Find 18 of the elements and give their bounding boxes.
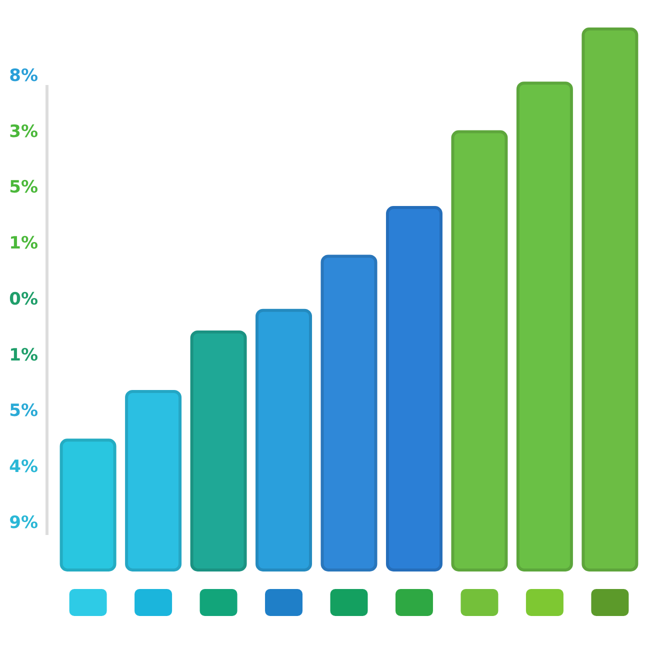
bar (190, 330, 247, 572)
text: 1% (9, 234, 38, 254)
text: 1% (9, 345, 38, 366)
text: 4% (9, 457, 38, 478)
text: 5% (9, 178, 38, 198)
bar (320, 254, 378, 572)
text: 5% (9, 401, 38, 422)
bar (516, 82, 573, 572)
bar (451, 130, 508, 572)
bar (60, 438, 116, 572)
text: 9% (9, 512, 38, 533)
bar (582, 28, 638, 572)
bar (125, 390, 182, 572)
bar (256, 308, 312, 572)
text: 8% (9, 66, 38, 86)
bar (386, 206, 442, 572)
text: 3% (9, 122, 38, 142)
text: 0% (9, 289, 38, 310)
